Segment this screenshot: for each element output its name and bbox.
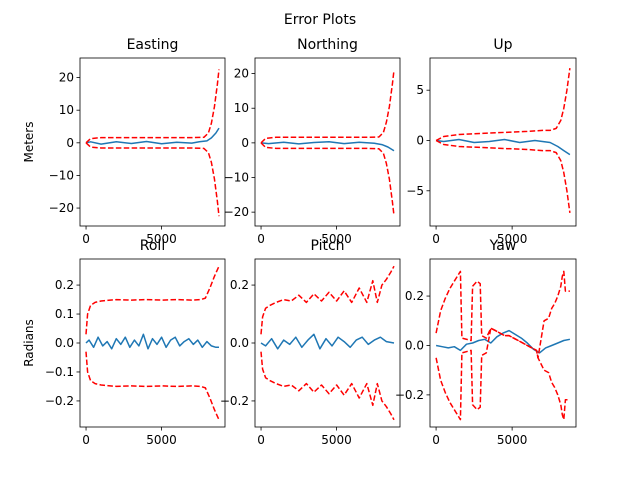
subplot-easting: 0 5000 −20 −10 0 10 20 Easting Meters [22, 37, 226, 246]
roll-ytick-label: −0.2 [45, 394, 74, 408]
northing-ytick-label: −20 [224, 205, 249, 219]
subplot-northing: 0 5000 −20 −10 0 10 20 Northing [224, 37, 401, 246]
roll-ytick-label: 0.1 [55, 307, 74, 321]
northing-ytick-label: −10 [224, 171, 249, 185]
roll-lower-bound-line [85, 351, 220, 421]
yaw-error-line [435, 329, 571, 354]
pitch-lower-bound-line [260, 351, 395, 421]
roll-title: Roll [140, 238, 165, 254]
northing-xtick-label: 0 [257, 232, 265, 246]
up-ytick-label: 0 [416, 133, 424, 147]
yaw-ytick-label: 0.2 [405, 289, 424, 303]
easting-upper-bound-line [85, 69, 220, 144]
series-group-yaw [435, 270, 571, 421]
subplot-up: 0 5000 −5 0 5 Up [406, 37, 577, 246]
northing-xtick-label: 5000 [321, 232, 352, 246]
up-ytick-label: 5 [416, 83, 424, 97]
yaw-upper-bound-line [435, 270, 570, 359]
yaw-xtick-label: 5000 [497, 433, 528, 447]
subplot-pitch: 0 5000 −0.2 0.0 0.2 Pitch [220, 238, 401, 447]
up-axes-frame [429, 57, 577, 227]
up-error-line [436, 138, 571, 156]
easting-ytick-label: 10 [59, 103, 74, 117]
northing-ytick-label: 0 [241, 136, 249, 150]
easting-xtick-label: 0 [82, 232, 90, 246]
yaw-ytick-label: −0.2 [395, 388, 424, 402]
roll-ylabel: Radians [22, 319, 36, 367]
yaw-ytick-label: 0.0 [405, 338, 424, 352]
yaw-axes-frame [429, 258, 577, 428]
easting-title: Easting [127, 37, 179, 53]
pitch-ytick-label: 0.0 [230, 336, 249, 350]
northing-upper-bound-line [260, 70, 395, 144]
pitch-error-line [260, 333, 395, 350]
easting-ytick-label: 20 [59, 71, 74, 85]
yaw-title: Yaw [489, 238, 517, 254]
roll-ytick-label: 0.2 [55, 278, 74, 292]
up-xtick-label: 0 [432, 232, 440, 246]
series-group-northing [260, 70, 395, 216]
roll-ytick-label: −0.1 [45, 365, 74, 379]
roll-ytick-label: 0.0 [55, 336, 74, 350]
northing-ytick-label: 20 [234, 67, 249, 81]
roll-xtick-label: 5000 [146, 433, 177, 447]
northing-lower-bound-line [260, 142, 395, 216]
pitch-ytick-label: 0.2 [230, 278, 249, 292]
pitch-ytick-label: −0.2 [220, 394, 249, 408]
subplot-roll: 0 5000 −0.2 −0.1 0.0 0.1 0.2 Roll Radians [22, 238, 226, 447]
series-group-pitch [260, 265, 395, 421]
northing-error-line [260, 141, 395, 152]
pitch-xtick-label: 5000 [321, 433, 352, 447]
figure-title: Error Plots [284, 12, 356, 28]
easting-ytick-label: 0 [66, 136, 74, 150]
series-group-easting [85, 69, 220, 217]
up-lower-bound-line [435, 139, 571, 214]
up-title: Up [493, 37, 512, 53]
northing-ytick-label: 10 [234, 101, 249, 115]
yaw-xtick-label: 0 [432, 433, 440, 447]
easting-ytick-label: −10 [49, 168, 74, 182]
easting-ylabel: Meters [22, 121, 36, 162]
subplot-yaw: 0 5000 −0.2 0.0 0.2 Yaw [395, 238, 577, 447]
northing-axes-frame [254, 57, 401, 227]
easting-ytick-label: −20 [49, 201, 74, 215]
easting-axes-frame [79, 57, 226, 227]
pitch-upper-bound-line [260, 265, 395, 335]
series-group-roll [85, 265, 220, 421]
yaw-lower-bound-line [435, 327, 570, 421]
pitch-xtick-label: 0 [257, 433, 265, 447]
easting-error-line [85, 127, 220, 145]
roll-xtick-label: 0 [82, 433, 90, 447]
roll-error-line [85, 333, 219, 350]
easting-xtick-label: 5000 [146, 232, 177, 246]
roll-upper-bound-line [85, 265, 220, 335]
up-ytick-label: −5 [406, 184, 424, 198]
up-upper-bound-line [435, 67, 571, 142]
pitch-title: Pitch [310, 238, 344, 254]
series-group-up [435, 67, 571, 214]
northing-title: Northing [297, 37, 358, 53]
up-xtick-label: 5000 [497, 232, 528, 246]
easting-lower-bound-line [85, 142, 220, 217]
